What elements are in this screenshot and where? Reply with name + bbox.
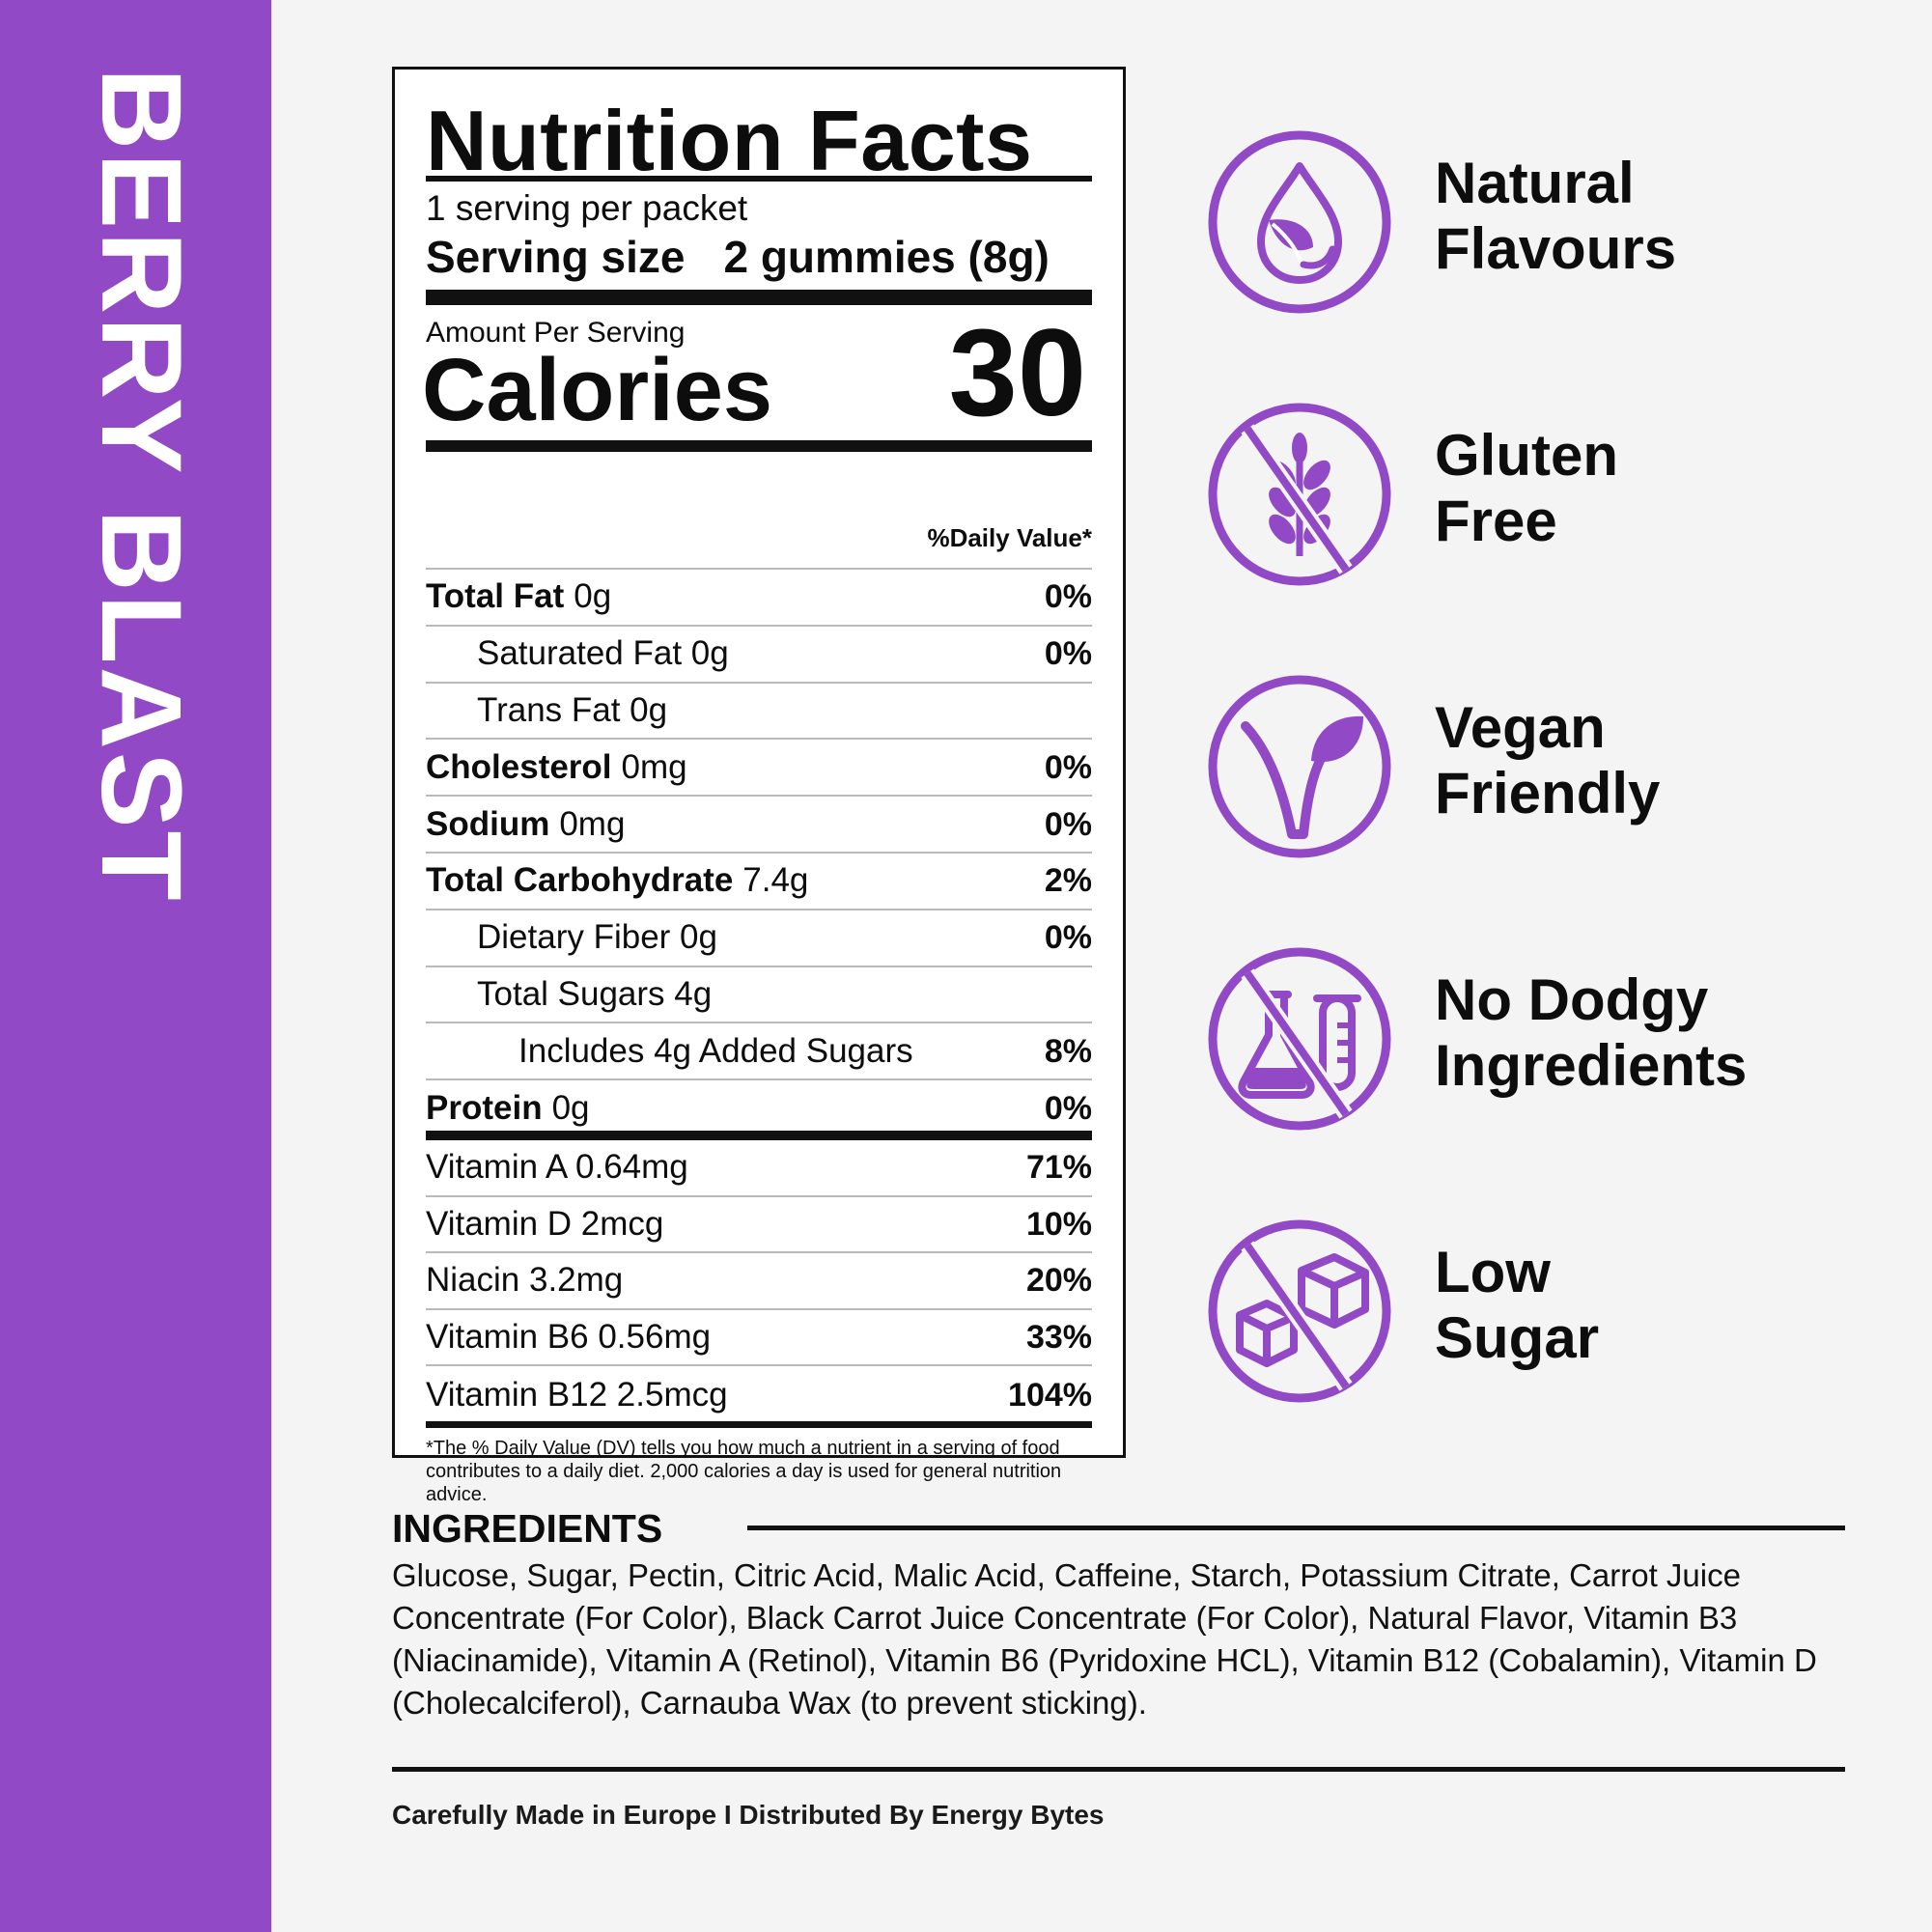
nutrient-amount: Includes 4g Added Sugars — [518, 1031, 913, 1070]
daily-value-footnote: *The % Daily Value (DV) tells you how mu… — [426, 1438, 1062, 1505]
ingredients-heading: INGREDIENTS — [392, 1506, 663, 1551]
feature-label: Natural Flavours — [1435, 151, 1676, 282]
daily-value-header: %Daily Value* — [927, 523, 1092, 552]
nutrient-bold-label: Total Carbohydrate — [426, 861, 734, 900]
feature-natural-flavours: Natural Flavours — [1205, 127, 1881, 321]
feature-line2: Friendly — [1435, 761, 1661, 826]
feature-line1: Natural — [1435, 151, 1635, 215]
ingredients-text: Glucose, Sugar, Pectin, Citric Acid, Mal… — [392, 1557, 1817, 1721]
nutrition-facts-panel: Nutrition Facts 1 serving per packet Ser… — [392, 67, 1126, 1505]
vitamin-percent: 10% — [1025, 1205, 1092, 1243]
nutrient-amount: Saturated Fat 0g — [477, 634, 729, 673]
vitamin-name: Vitamin A 0.64mg — [426, 1148, 688, 1187]
feature-vegan-friendly: Vegan Friendly — [1205, 672, 1881, 865]
nutrient-row-cholesterol: Cholesterol 0mg 0% — [426, 738, 1092, 795]
feature-no-dodgy-ingredients: No Dodgy Ingredients — [1205, 944, 1881, 1137]
serving-size-label: Serving size — [426, 232, 686, 282]
vitamin-row: Vitamin B12 2.5mcg 104% — [426, 1366, 1092, 1423]
nutrient-row-protein: Protein 0g 0% — [426, 1078, 1092, 1135]
nutrient-percent: 0% — [1044, 919, 1092, 957]
feature-line2: Free — [1435, 489, 1557, 553]
thick-rule-footnote — [426, 1421, 1092, 1428]
nutrient-bold-label: Sodium — [426, 804, 550, 843]
nutrient-row-saturated-fat: Saturated Fat 0g 0% — [426, 624, 1092, 682]
nutrient-row-trans-fat: Trans Fat 0g — [426, 681, 1092, 739]
ingredients-heading-rule — [747, 1526, 1845, 1530]
vitamin-percent: 71% — [1025, 1149, 1092, 1187]
flavor-band: BERRY BLAST — [0, 0, 271, 1932]
vitamin-percent: 33% — [1025, 1319, 1092, 1357]
nutrient-amount: Trans Fat 0g — [477, 690, 668, 729]
nutrient-row-sodium: Sodium 0mg 0% — [426, 795, 1092, 852]
drop-leaf-icon — [1208, 130, 1391, 314]
feature-line1: Low — [1435, 1240, 1551, 1304]
amount-per-serving: Amount Per Serving — [426, 317, 686, 349]
feature-line2: Flavours — [1435, 216, 1677, 281]
feature-label: No Dodgy Ingredients — [1435, 967, 1747, 1099]
feature-low-sugar: Low Sugar — [1205, 1217, 1881, 1410]
nutrient-row-dietary-fiber: Dietary Fiber 0g 0% — [426, 908, 1092, 966]
thick-rule-top — [426, 290, 1092, 305]
no-chemicals-icon — [1208, 947, 1391, 1131]
title-rule — [426, 176, 1092, 182]
vitamin-name: Vitamin D 2mcg — [426, 1204, 664, 1243]
feature-label: Vegan Friendly — [1435, 695, 1660, 826]
nutrient-row-total-carbohydrate: Total Carbohydrate 7.4g 2% — [426, 851, 1092, 909]
nutrition-facts-title: Nutrition Facts — [426, 93, 1033, 188]
nutrient-row-added-sugars: Includes 4g Added Sugars 8% — [426, 1022, 1092, 1078]
vitamin-row: Niacin 3.2mg 20% — [426, 1253, 1092, 1310]
feature-line2: Ingredients — [1435, 1033, 1748, 1098]
feature-gluten-free: Gluten Free — [1205, 400, 1881, 593]
nutrient-amount: 0mg — [559, 804, 626, 843]
nutrient-percent: 0% — [1044, 805, 1092, 843]
calories-label: Calories — [422, 341, 773, 439]
feature-label: Gluten Free — [1435, 423, 1618, 554]
feature-label: Low Sugar — [1435, 1240, 1599, 1371]
vitamin-rows: Vitamin A 0.64mg 71% Vitamin D 2mcg 10% … — [426, 1140, 1092, 1423]
nutrient-amount: 7.4g — [742, 861, 809, 900]
feature-line2: Sugar — [1435, 1305, 1600, 1370]
nutrient-rows: Total Fat 0g 0% Saturated Fat 0g 0% Trans… — [426, 568, 1092, 1135]
no-wheat-icon — [1208, 403, 1391, 586]
vitamin-name: Vitamin B6 0.56mg — [426, 1318, 712, 1357]
nutrient-bold-label: Cholesterol — [426, 747, 612, 786]
no-sugar-cube-icon — [1208, 1219, 1391, 1403]
feature-line1: No Dodgy — [1435, 967, 1709, 1032]
thick-rule-vitamins — [426, 1131, 1092, 1140]
nutrient-row-total-fat: Total Fat 0g 0% — [426, 568, 1092, 625]
nutrient-bold-label: Total Fat — [426, 577, 565, 616]
nutrient-percent: 0% — [1044, 748, 1092, 786]
nutrient-amount: 0mg — [621, 747, 687, 786]
nutrient-percent: 8% — [1044, 1032, 1092, 1070]
vitamin-name: Vitamin B12 2.5mcg — [426, 1375, 728, 1414]
calories-value: 30 — [948, 304, 1086, 442]
nutrient-percent: 0% — [1044, 1089, 1092, 1127]
vitamin-name: Niacin 3.2mg — [426, 1261, 624, 1300]
feature-line1: Vegan — [1435, 695, 1606, 760]
nutrient-bold-label: Protein — [426, 1088, 543, 1127]
vitamin-percent: 104% — [1008, 1376, 1092, 1414]
vegan-leaf-icon — [1208, 675, 1391, 858]
thick-rule-calories — [426, 440, 1092, 452]
nutrient-percent: 2% — [1044, 862, 1092, 900]
vitamin-row: Vitamin B6 0.56mg 33% — [426, 1310, 1092, 1367]
feature-line1: Gluten — [1435, 423, 1618, 488]
nutrient-amount: Dietary Fiber 0g — [477, 918, 717, 957]
nutrient-row-total-sugars: Total Sugars 4g — [426, 965, 1092, 1022]
servings-per-container: 1 serving per packet — [426, 188, 748, 228]
nutrient-percent: 0% — [1044, 578, 1092, 616]
vitamin-percent: 20% — [1025, 1262, 1092, 1300]
flavor-title: BERRY BLAST — [77, 68, 205, 904]
vitamin-row: Vitamin A 0.64mg 71% — [426, 1140, 1092, 1197]
made-in-note: Carefully Made in Europe I Distributed B… — [392, 1800, 1105, 1830]
footer-rule — [392, 1767, 1845, 1772]
nutrient-amount: 0g — [551, 1088, 590, 1127]
serving-size: Serving size 2 gummies (8g) — [426, 229, 1092, 285]
vitamin-row: Vitamin D 2mcg 10% — [426, 1197, 1092, 1254]
serving-size-value: 2 gummies (8g) — [723, 232, 1050, 282]
nutrient-amount: Total Sugars 4g — [477, 974, 713, 1013]
nutrient-percent: 0% — [1044, 635, 1092, 673]
nutrient-amount: 0g — [574, 577, 612, 616]
